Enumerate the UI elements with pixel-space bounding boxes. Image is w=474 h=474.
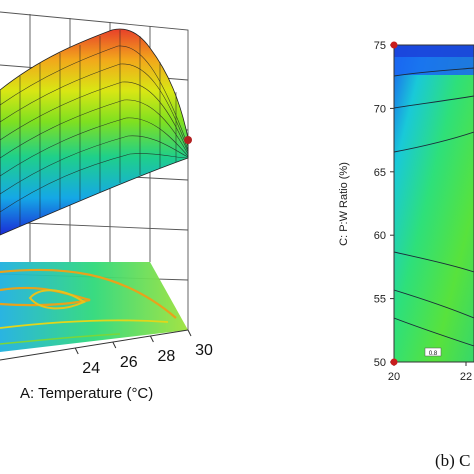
x-tick-mark xyxy=(74,347,79,355)
y-tick-label: 65 xyxy=(374,167,386,179)
x-axis-label: A: Temperature (°C) xyxy=(20,385,153,402)
design-point xyxy=(184,136,192,144)
floor-contour-projection xyxy=(0,262,188,352)
design-point xyxy=(390,41,398,49)
x-axis-line xyxy=(0,329,189,361)
x-tick-label: 30 xyxy=(195,342,213,359)
y-tick-label: 50 xyxy=(374,357,386,369)
contour-level-label: 0.8 xyxy=(429,351,438,357)
y-tick-label: 60 xyxy=(374,230,386,242)
y-axis-ticks: 50 55 60 65 70 75 xyxy=(374,40,394,369)
x-tick-label: 22 xyxy=(460,371,472,383)
x-tick-label: 24 xyxy=(82,360,100,377)
design-points xyxy=(390,41,398,366)
x-axis-ticks: 20 22 xyxy=(388,362,472,383)
x-axis-ticks: 24 26 28 30 xyxy=(74,329,213,377)
x-tick-mark xyxy=(187,329,192,337)
x-tick-mark xyxy=(149,335,154,343)
design-point xyxy=(390,358,398,366)
x-tick-mark xyxy=(112,341,117,349)
contour-lines xyxy=(394,67,474,347)
y-tick-label: 75 xyxy=(374,40,386,52)
x-tick-label: 26 xyxy=(120,354,138,371)
contour-fill xyxy=(394,45,474,362)
surface-plot: 24 26 28 30 A: Temperature (°C) xyxy=(0,11,213,402)
response-surface xyxy=(0,28,189,236)
caption-fragment: (b) C xyxy=(435,451,470,470)
y-tick-label: 70 xyxy=(374,103,386,115)
y-axis-label: C: P:W Ratio (%) xyxy=(338,162,350,246)
x-tick-label: 20 xyxy=(388,371,400,383)
y-tick-label: 55 xyxy=(374,294,386,306)
x-tick-label: 28 xyxy=(158,348,176,365)
contour-frame xyxy=(393,44,474,363)
